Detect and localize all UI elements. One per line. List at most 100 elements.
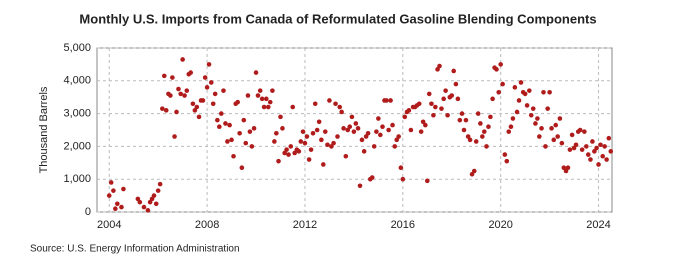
- data-point: [335, 134, 340, 139]
- data-point: [184, 88, 190, 93]
- data-point: [298, 139, 304, 144]
- data-point: [327, 98, 332, 103]
- y-tick-label: 1,000: [63, 173, 91, 185]
- data-point: [225, 139, 230, 144]
- data-point: [418, 129, 424, 134]
- data-point: [588, 157, 593, 162]
- data-point: [547, 89, 552, 95]
- data-point: [235, 99, 240, 105]
- data-point: [259, 96, 265, 102]
- y-tick-label: 5,000: [63, 42, 91, 54]
- data-point: [329, 144, 334, 149]
- data-point: [380, 124, 385, 130]
- x-tick-label: 2016: [391, 219, 415, 231]
- data-point: [111, 188, 116, 193]
- data-point: [194, 104, 200, 110]
- data-point: [241, 117, 247, 123]
- data-point: [270, 88, 275, 93]
- data-point: [478, 121, 483, 126]
- data-point: [312, 101, 318, 107]
- data-point: [257, 88, 263, 93]
- data-point: [433, 104, 438, 110]
- data-point: [567, 147, 573, 152]
- data-point: [374, 129, 379, 134]
- data-point: [351, 129, 357, 134]
- data-point: [302, 140, 308, 146]
- x-tick-label: 2024: [586, 219, 610, 231]
- data-point: [249, 144, 255, 149]
- data-point: [528, 112, 534, 118]
- data-point: [267, 99, 273, 105]
- data-point: [402, 114, 408, 120]
- data-point: [481, 129, 487, 134]
- data-point: [178, 91, 183, 97]
- data-point: [215, 117, 220, 123]
- data-point: [386, 127, 391, 133]
- data-point: [555, 134, 560, 139]
- y-tick-label: 0: [85, 206, 91, 218]
- data-point: [561, 165, 567, 171]
- data-point: [261, 104, 267, 110]
- data-point: [331, 140, 336, 146]
- data-point: [353, 121, 359, 126]
- data-point: [541, 89, 546, 95]
- data-point: [163, 108, 169, 113]
- data-point: [337, 104, 342, 110]
- data-point: [170, 75, 175, 80]
- data-point: [577, 127, 583, 133]
- data-point: [204, 85, 210, 90]
- data-point: [115, 201, 120, 207]
- data-point: [161, 73, 167, 79]
- data-point: [471, 168, 477, 174]
- data-point: [590, 139, 595, 144]
- data-point: [296, 149, 302, 154]
- data-point: [569, 132, 575, 138]
- data-point: [420, 119, 426, 125]
- data-point: [223, 121, 228, 126]
- data-point: [392, 144, 398, 149]
- data-point: [306, 157, 312, 162]
- y-tick-label: 2,000: [63, 140, 91, 152]
- data-point: [355, 126, 361, 131]
- data-point: [227, 122, 232, 128]
- data-point: [537, 134, 542, 139]
- data-point: [522, 91, 528, 97]
- data-point: [484, 144, 489, 149]
- data-point: [137, 199, 143, 205]
- data-point: [310, 130, 316, 136]
- data-point: [535, 116, 540, 121]
- data-point: [174, 109, 179, 115]
- data-point: [239, 165, 245, 171]
- data-point: [488, 114, 493, 120]
- data-point: [439, 106, 444, 111]
- data-point: [168, 93, 173, 98]
- data-point: [280, 126, 285, 131]
- data-point: [378, 132, 383, 138]
- data-point: [231, 153, 236, 159]
- data-point: [206, 62, 212, 67]
- data-point: [510, 116, 516, 121]
- data-point: [518, 80, 524, 85]
- data-point: [551, 137, 557, 143]
- data-point: [316, 119, 322, 125]
- data-point: [190, 101, 196, 107]
- data-point: [155, 188, 161, 193]
- data-point: [469, 171, 475, 177]
- data-point: [290, 104, 296, 110]
- data-point: [390, 122, 395, 128]
- data-point: [300, 129, 306, 134]
- data-point: [475, 111, 481, 116]
- data-point: [516, 98, 522, 103]
- data-point: [182, 93, 187, 98]
- data-point: [325, 142, 330, 148]
- data-point: [388, 98, 393, 103]
- data-point: [592, 149, 597, 154]
- data-point: [457, 117, 463, 123]
- data-point: [119, 204, 124, 210]
- data-point: [461, 127, 467, 133]
- data-point: [357, 183, 363, 189]
- data-point: [455, 96, 461, 102]
- data-point: [369, 175, 375, 180]
- data-point: [467, 137, 473, 143]
- data-point: [496, 89, 502, 95]
